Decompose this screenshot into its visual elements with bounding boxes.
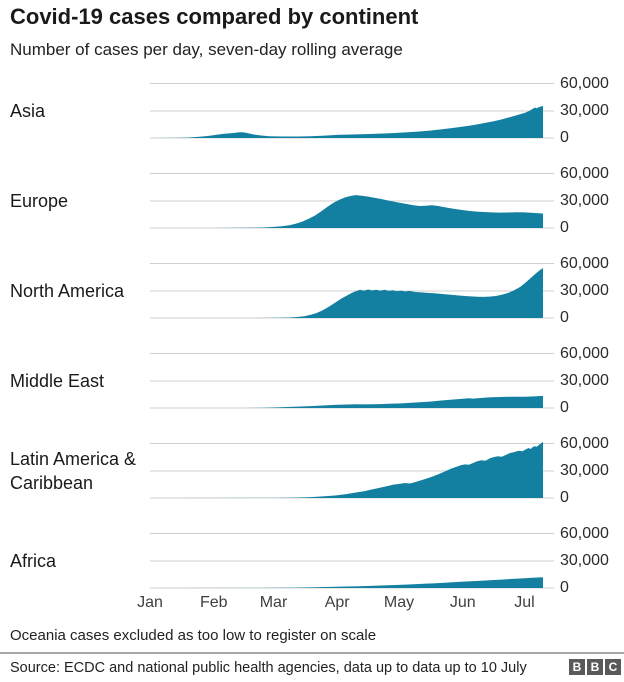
month-label-jun: Jun (449, 594, 476, 611)
footnote: Oceania cases excluded as too low to reg… (10, 627, 377, 644)
month-label-jan: Jan (137, 594, 163, 611)
area-chart-europe (150, 173, 554, 229)
source-text: Source: ECDC and national public health … (10, 660, 527, 676)
y-tick-label: 0 (560, 309, 569, 326)
month-label-jul: Jul (514, 594, 535, 611)
row-label-middle-east: Middle East (10, 371, 105, 391)
y-tick-label: 30,000 (560, 282, 609, 299)
chart-row-north-america: North America 60,000 30,000 0 (0, 252, 624, 342)
y-tick-label: 60,000 (560, 74, 609, 92)
bbc-logo-block: B (587, 659, 603, 675)
y-tick-label: 60,000 (560, 254, 609, 272)
chart-rows: Asia 60,000 30,000 0 Europe 60,000 30,00… (0, 72, 624, 612)
row-label-africa: Africa (10, 551, 57, 571)
month-label-mar: Mar (259, 594, 288, 611)
row-label-asia: Asia (10, 101, 46, 121)
x-axis: Jan Feb Mar Apr May Jun Jul (0, 594, 624, 616)
y-tick-label: 0 (560, 489, 569, 506)
row-label-europe: Europe (10, 191, 69, 211)
bbc-logo-block: C (605, 659, 621, 675)
source-row: Source: ECDC and national public health … (0, 657, 624, 682)
area-chart-asia (150, 83, 554, 139)
y-tick-label: 60,000 (560, 164, 609, 182)
y-tick-label: 0 (560, 219, 569, 236)
area-chart-middle-east (150, 353, 554, 409)
month-label-feb: Feb (200, 594, 228, 611)
y-tick-label: 30,000 (560, 552, 609, 569)
y-tick-label: 30,000 (560, 462, 609, 479)
area-chart-africa (150, 533, 554, 589)
bbc-logo-block: B (569, 659, 585, 675)
chart-row-africa: Africa 60,000 30,000 0 (0, 522, 624, 612)
chart-row-latin-america: Latin America & Caribbean 60,000 30,000 … (0, 432, 624, 522)
y-tick-label: 0 (560, 579, 569, 596)
row-label-latin-america: Latin America & Caribbean (10, 449, 137, 493)
bbc-logo: B B C (569, 659, 621, 675)
y-tick-label: 30,000 (560, 192, 609, 209)
area-chart-latin-america (150, 441, 554, 499)
month-label-may: May (383, 594, 415, 611)
y-tick-label: 30,000 (560, 102, 609, 119)
y-tick-label: 30,000 (560, 372, 609, 389)
y-tick-label: 60,000 (560, 524, 609, 542)
row-label-north-america: North America (10, 281, 125, 301)
divider-line (0, 652, 624, 654)
chart-row-europe: Europe 60,000 30,000 0 (0, 162, 624, 252)
y-tick-label: 60,000 (560, 434, 609, 452)
chart-row-asia: Asia 60,000 30,000 0 (0, 72, 624, 162)
y-tick-label: 0 (560, 399, 569, 416)
area-chart-north-america (150, 263, 554, 319)
month-label-apr: Apr (324, 594, 350, 611)
page-title: Covid-19 cases compared by continent (10, 4, 419, 29)
y-tick-label: 60,000 (560, 344, 609, 362)
chart-row-middle-east: Middle East 60,000 30,000 0 (0, 342, 624, 432)
y-tick-label: 0 (560, 129, 569, 146)
chart-subtitle: Number of cases per day, seven-day rolli… (10, 40, 403, 59)
